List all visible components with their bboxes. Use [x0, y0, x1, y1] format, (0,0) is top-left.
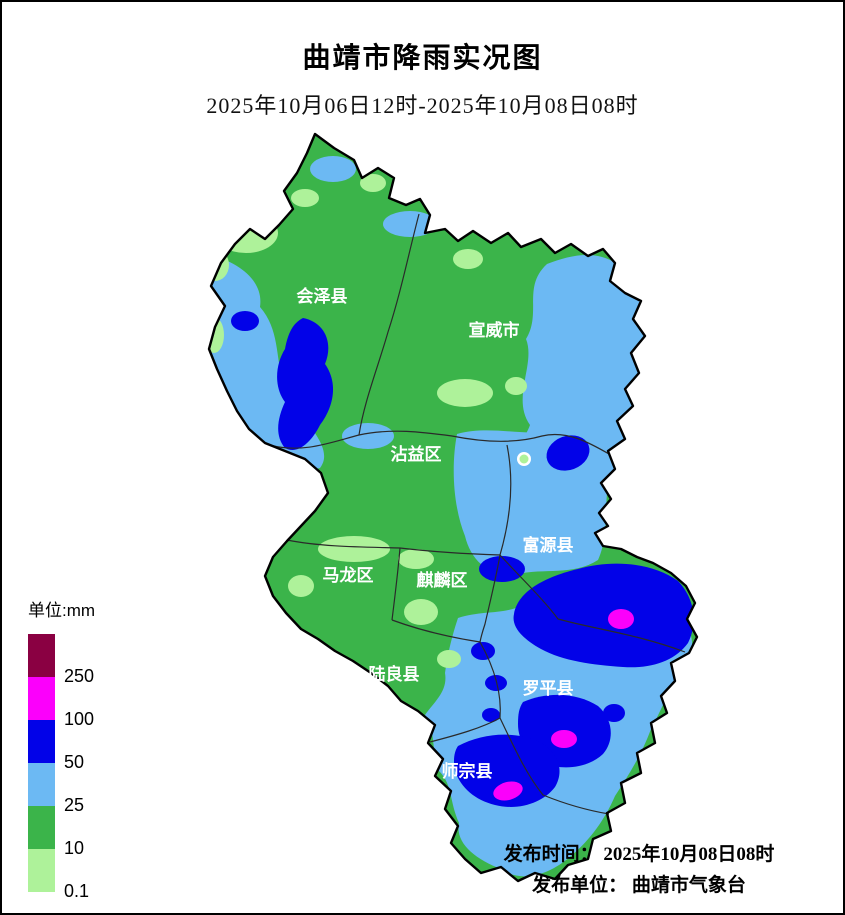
district-label-malong: 马龙区 [323, 565, 374, 585]
legend-segment-10: 10 [28, 806, 84, 858]
station-spot [519, 454, 529, 464]
rain-patch [471, 642, 495, 660]
district-label-luoping: 罗平县 [523, 679, 574, 698]
rain-layer-100mm [493, 609, 634, 801]
district-border [499, 717, 610, 815]
legend-label-0.1: 0.1 [64, 881, 90, 901]
publish-unit: 发布单位： 曲靖市气象台 [532, 875, 746, 896]
map-date-range: 2025年10月06日12时-2025年10月08日08时 [206, 93, 639, 118]
legend-segment-0.1: 0.1 [28, 849, 89, 901]
district-label-fuyuan: 富源县 [523, 535, 574, 555]
rain-patch [398, 549, 434, 569]
legend-segment-250: 250 [28, 634, 94, 686]
prefecture-boundary [207, 132, 699, 883]
publish-info: 发布时间： 2025年10月08日08时 发布单位： 曲靖市气象台 [449, 839, 829, 901]
rain-patch [318, 536, 390, 562]
legend-segment-25: 25 [28, 763, 84, 815]
district-label-zhanyi: 沾益区 [391, 444, 442, 464]
district-borders [269, 213, 686, 815]
district-border [429, 717, 501, 743]
rain-patch [310, 156, 356, 182]
map-header: 曲靖市降雨实况图 2025年10月06日12时-2025年10月08日08时 [2, 36, 843, 120]
district-border [499, 444, 512, 556]
district-border [269, 430, 610, 455]
rain-patch [505, 377, 527, 395]
legend-label-10: 10 [64, 838, 85, 858]
legend: 单位:mm 250 100 50 25 10 0.1 [28, 596, 96, 901]
rain-patch [479, 556, 525, 582]
rain-patch [437, 379, 493, 407]
district-border [499, 554, 686, 653]
legend-title: 单位:mm [28, 601, 96, 620]
map-title: 曲靖市降雨实况图 [302, 42, 543, 73]
district-border [391, 547, 401, 621]
legend-label-25: 25 [64, 795, 85, 815]
legend-segment-50: 50 [28, 720, 84, 772]
publish-time: 发布时间： 2025年10月08日08时 [503, 844, 775, 865]
rain-patch [288, 575, 314, 597]
legend-label-100: 100 [64, 709, 95, 729]
rain-patch [231, 311, 259, 331]
rain-patch [513, 563, 694, 668]
district-label-xuanwei: 宣威市 [469, 320, 520, 340]
district-border [358, 213, 420, 436]
district-label-shizong: 师宗县 [442, 761, 493, 781]
rain-patch [485, 675, 507, 691]
rain-patch [482, 708, 500, 722]
rain-layer-50mm [231, 311, 694, 807]
rain-patch [404, 599, 438, 625]
rain-patch [453, 249, 483, 269]
rain-layer-0.1mm [209, 174, 527, 668]
district-border [479, 641, 501, 719]
rain-patch [437, 650, 461, 668]
legend-color-bar: 250 100 50 25 10 0.1 [28, 634, 94, 901]
rain-patch [291, 189, 319, 207]
rain-patch [608, 609, 634, 629]
rain-patch [342, 423, 394, 449]
district-label-qilin: 麒麟区 [417, 570, 468, 590]
rain-patch [493, 781, 523, 801]
rain-patch [551, 730, 577, 748]
district-labels: 会泽县 宣威市 沾益区 富源县 马龙区 麒麟区 陆良县 罗平县 师宗县 [297, 286, 574, 781]
rain-patch [603, 704, 625, 722]
legend-segment-100: 100 [28, 677, 94, 729]
rain-patch [383, 211, 437, 237]
district-label-luliang: 陆良县 [369, 664, 420, 684]
district-border [479, 554, 501, 643]
rain-patch [454, 734, 560, 807]
district-border [391, 619, 481, 643]
rain-patch [546, 435, 590, 471]
rain-patch [360, 174, 386, 192]
rain-patch [277, 318, 334, 451]
legend-label-250: 250 [64, 666, 95, 686]
district-label-huize: 会泽县 [297, 286, 348, 306]
legend-label-50: 50 [64, 752, 85, 772]
